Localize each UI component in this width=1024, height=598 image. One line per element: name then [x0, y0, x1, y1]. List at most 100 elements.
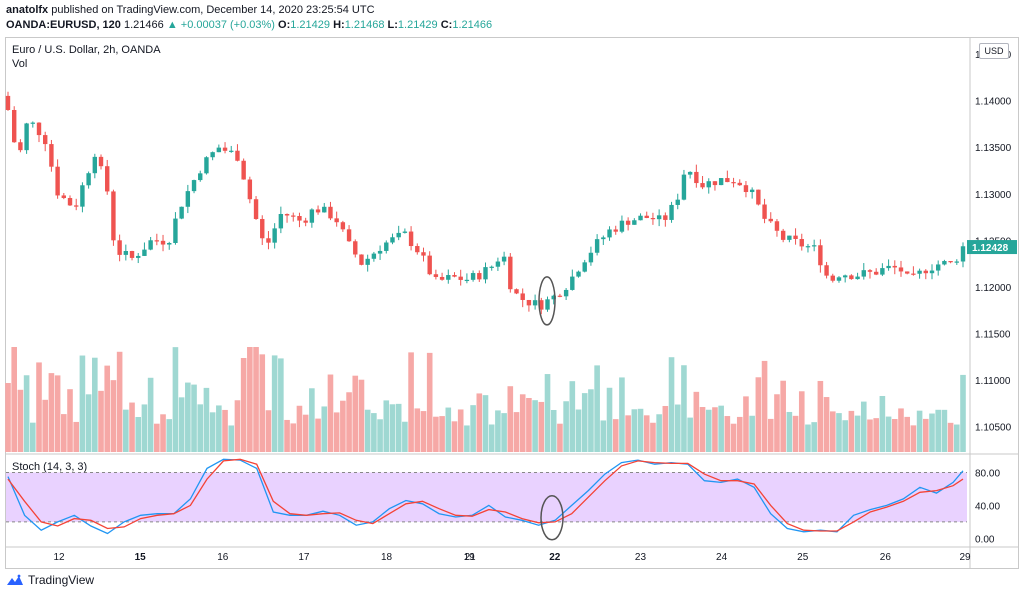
candle-body[interactable] — [154, 240, 160, 242]
candle-body[interactable] — [576, 271, 581, 277]
candle-body[interactable] — [235, 150, 240, 161]
candle-body[interactable] — [873, 271, 879, 275]
candle-body[interactable] — [309, 209, 315, 223]
candle-body[interactable] — [749, 189, 755, 193]
candle-body[interactable] — [216, 147, 222, 153]
candle-body[interactable] — [105, 166, 110, 192]
candle-body[interactable] — [18, 142, 23, 151]
candle-body[interactable] — [421, 252, 426, 256]
candle-body[interactable] — [278, 214, 284, 229]
candle-body[interactable] — [805, 246, 811, 248]
candle-body[interactable] — [898, 267, 904, 272]
candle-body[interactable] — [532, 300, 538, 306]
candle-body[interactable] — [570, 276, 575, 290]
candle-body[interactable] — [415, 246, 420, 253]
candle-body[interactable] — [433, 274, 439, 277]
candle-body[interactable] — [24, 123, 29, 151]
candle-body[interactable] — [687, 171, 693, 175]
candle-body[interactable] — [731, 182, 736, 184]
candle-body[interactable] — [582, 262, 587, 272]
candle-body[interactable] — [5, 95, 11, 110]
candle-body[interactable] — [253, 199, 259, 219]
candle-body[interactable] — [470, 273, 476, 280]
candle-body[interactable] — [173, 218, 178, 243]
footer-brand[interactable]: TradingView — [6, 573, 94, 587]
candle-body[interactable] — [210, 152, 215, 158]
candle-body[interactable] — [86, 173, 91, 186]
candle-body[interactable] — [594, 239, 600, 253]
candle-body[interactable] — [644, 215, 649, 219]
candle-body[interactable] — [222, 147, 228, 151]
candle-body[interactable] — [49, 144, 54, 167]
candle-body[interactable] — [98, 156, 104, 167]
candle-body[interactable] — [601, 237, 606, 240]
candle-body[interactable] — [61, 195, 67, 199]
candle-body[interactable] — [706, 181, 711, 188]
candle-body[interactable] — [129, 251, 135, 258]
candle-body[interactable] — [371, 253, 377, 259]
candle-body[interactable] — [408, 231, 414, 247]
candle-body[interactable] — [650, 218, 656, 220]
candle-body[interactable] — [880, 268, 885, 275]
candle-body[interactable] — [799, 238, 804, 247]
candle-body[interactable] — [55, 166, 60, 196]
candle-body[interactable] — [780, 230, 786, 240]
candle-body[interactable] — [855, 276, 860, 280]
candle-body[interactable] — [917, 270, 922, 274]
candle-body[interactable] — [67, 198, 73, 206]
candle-body[interactable] — [315, 209, 321, 213]
candle-body[interactable] — [675, 199, 680, 205]
candle-body[interactable] — [904, 271, 910, 274]
candle-body[interactable] — [346, 229, 352, 242]
candle-body[interactable] — [334, 218, 339, 223]
candle-body[interactable] — [452, 275, 457, 277]
candle-body[interactable] — [160, 240, 166, 245]
candle-body[interactable] — [638, 215, 643, 221]
candle-body[interactable] — [36, 122, 42, 136]
candle-body[interactable] — [12, 109, 17, 143]
candle-body[interactable] — [613, 229, 618, 232]
candle-body[interactable] — [694, 171, 699, 184]
candle-body[interactable] — [489, 266, 494, 268]
candle-body[interactable] — [92, 156, 98, 174]
candle-body[interactable] — [557, 295, 563, 297]
candle-body[interactable] — [551, 295, 556, 300]
candle-body[interactable] — [830, 275, 835, 281]
candle-body[interactable] — [123, 251, 129, 255]
candle-body[interactable] — [247, 179, 253, 200]
candle-body[interactable] — [384, 242, 389, 251]
candle-body[interactable] — [204, 157, 209, 174]
candle-body[interactable] — [929, 270, 935, 274]
candle-body[interactable] — [508, 256, 513, 290]
candle-body[interactable] — [43, 135, 48, 145]
candle-body[interactable] — [526, 299, 532, 306]
candle-body[interactable] — [272, 228, 277, 243]
candle-body[interactable] — [446, 275, 451, 280]
candle-body[interactable] — [179, 206, 184, 219]
candle-body[interactable] — [427, 255, 432, 275]
candle-body[interactable] — [284, 214, 290, 216]
candle-body[interactable] — [737, 182, 742, 186]
candle-body[interactable] — [861, 270, 866, 277]
candle-body[interactable] — [625, 220, 631, 225]
candle-body[interactable] — [229, 150, 234, 152]
candle-body[interactable] — [439, 276, 445, 280]
candle-body[interactable] — [942, 261, 947, 265]
candle-body[interactable] — [700, 183, 705, 188]
candle-body[interactable] — [390, 237, 395, 243]
candle-body[interactable] — [718, 178, 724, 186]
candle-body[interactable] — [681, 174, 687, 200]
candle-body[interactable] — [911, 273, 916, 275]
candle-body[interactable] — [743, 185, 749, 193]
candle-body[interactable] — [501, 256, 507, 262]
candle-body[interactable] — [148, 240, 153, 250]
candle-body[interactable] — [514, 289, 519, 294]
candle-body[interactable] — [849, 275, 854, 280]
candle-body[interactable] — [297, 216, 302, 221]
candle-body[interactable] — [960, 246, 966, 262]
candle-body[interactable] — [762, 204, 767, 219]
candle-body[interactable] — [712, 181, 718, 186]
candle-body[interactable] — [619, 220, 625, 232]
candle-body[interactable] — [756, 189, 761, 205]
